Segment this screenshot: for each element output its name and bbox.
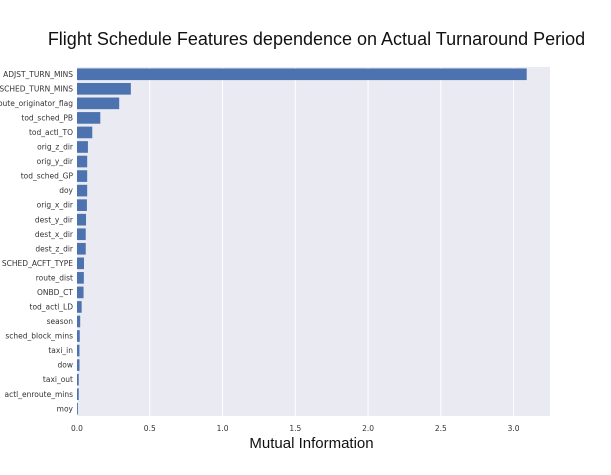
x-tick-label: 1.0 [217,424,229,433]
bar [77,228,86,241]
bar [77,141,88,153]
y-tick-label: ADJST_TURN_MINS [3,70,73,79]
plot-background [77,67,550,416]
bar [77,97,120,110]
bar [77,272,84,284]
bar [77,126,93,139]
bar [77,257,84,270]
y-tick-label: SCHED_ACFT_TYPE [2,259,73,268]
y-tick-label: _route_originator_flag [0,99,73,108]
bar [77,315,81,328]
y-tick-label: route_dist [36,273,73,282]
y-tick-label: tod_actl_LD [30,303,74,312]
y-tick-label: tod_sched_GP [21,172,74,181]
y-tick-label: sched_block_mins [5,332,73,341]
bar [77,68,527,81]
y-tick-labels: ADJST_TURN_MINS SCHED_TURN_MINS _route_ori… [0,70,74,413]
y-tick-label: actl_enroute_mins [5,390,74,399]
bar [77,82,131,95]
y-tick-label: dow [58,361,73,370]
bars [77,68,527,415]
y-tick-label: dest_z_dir [35,244,74,253]
y-tick-label: SCHED_TURN_MINS [0,84,73,93]
bar [77,301,82,313]
bar [77,199,87,211]
bar [77,170,88,182]
x-tick-label: 2.5 [435,424,447,433]
bar [77,184,88,197]
bar [77,213,87,226]
y-tick-label: tod_actl_TO [29,128,73,137]
bar [77,373,79,386]
y-tick-label: taxi_out [43,375,73,384]
x-tick-label: 0.0 [71,424,83,433]
y-tick-label: tod_sched_PB [21,113,73,122]
bar [77,388,79,401]
x-tick-labels: 0.0 0.5 1.0 1.5 2.0 2.5 3.0 [71,424,520,433]
x-tick-label: 0.5 [144,424,156,433]
y-tick-label: orig_z_dir [37,143,74,152]
x-tick-label: 3.0 [508,424,520,433]
y-tick-label: dest_x_dir [35,230,74,239]
bar [77,112,101,124]
y-tick-label: orig_y_dir [37,157,74,166]
bar [77,242,86,255]
bar [77,286,84,299]
y-tick-label: doy [59,186,73,195]
x-axis-label: Mutual Information [249,435,374,452]
bar [77,155,88,168]
bar [77,402,78,415]
grid-lines [76,67,515,416]
bar [77,330,80,342]
y-tick-label: taxi_in [48,346,73,355]
y-tick-label: dest_y_dir [35,215,74,224]
chart-title: Flight Schedule Features dependence on A… [47,29,586,49]
y-tick-label: season [47,317,74,326]
x-tick-label: 2.0 [362,424,374,433]
y-tick-label: moy [57,404,74,413]
y-tick-label: orig_x_dir [37,201,74,210]
bar [77,359,80,371]
x-tick-label: 1.5 [289,424,301,433]
y-tick-label: ONBD_CT [37,288,73,297]
bar [77,344,80,357]
